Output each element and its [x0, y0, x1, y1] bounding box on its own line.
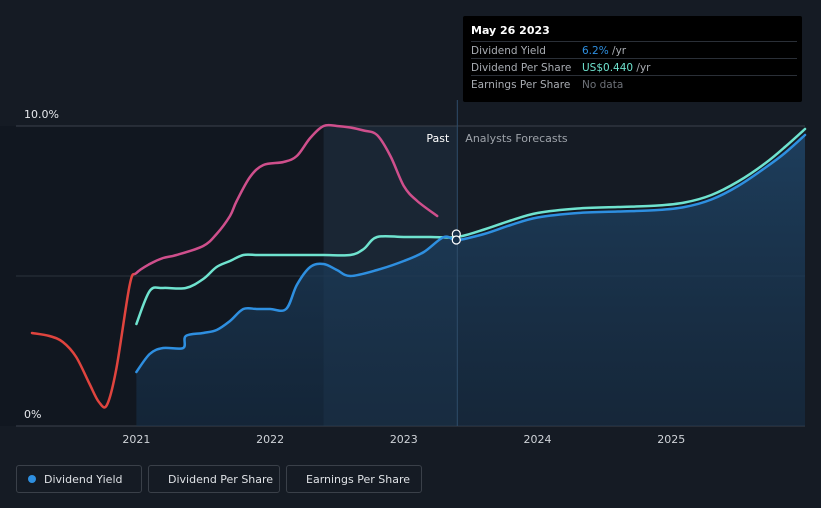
legend-item-dividend-per-share[interactable]: Dividend Per Share	[148, 465, 280, 493]
tooltip-unit: /yr	[633, 62, 651, 74]
tooltip-value: 6.2%	[582, 45, 609, 57]
legend-label: Dividend Per Share	[168, 472, 274, 486]
legend-item-earnings-per-share[interactable]: Earnings Per Share	[286, 465, 422, 493]
x-tick-label: 2021	[122, 433, 150, 446]
earnings-per-share-line	[30, 123, 439, 409]
legend-dot-icon	[28, 475, 36, 483]
y-tick-label: 10.0%	[24, 108, 59, 121]
dividend-yield-area	[136, 135, 805, 426]
past-label: Past	[426, 132, 450, 145]
x-tick-label: 2025	[657, 433, 685, 446]
legend-item-dividend-yield[interactable]: Dividend Yield	[16, 465, 142, 493]
forecast-label: Analysts Forecasts	[465, 132, 568, 145]
tooltip-date: May 26 2023	[471, 24, 550, 37]
tooltip-row-dividend-yield: Dividend Yield 6.2% /yr	[471, 41, 797, 59]
x-tick-label: 2024	[524, 433, 552, 446]
legend-label: Dividend Yield	[44, 472, 123, 486]
legend: Dividend Yield Dividend Per Share Earnin…	[16, 465, 422, 493]
dividend-yield-line	[135, 133, 807, 374]
legend-label: Earnings Per Share	[306, 472, 411, 486]
tooltip-value-wrap: US$0.440 /yr	[582, 62, 651, 74]
y-tick-label: 0%	[24, 408, 41, 421]
tooltip-value-wrap: No data	[582, 79, 623, 91]
tooltip-label: Dividend Per Share	[471, 62, 572, 74]
x-tick-label: 2022	[256, 433, 284, 446]
x-tick-label: 2023	[390, 433, 418, 446]
dividend-per-share-line	[135, 127, 807, 326]
dividend-yield-marker	[451, 235, 461, 245]
tooltip-unit: /yr	[608, 45, 627, 57]
tooltip-row-dividend-per-share: Dividend Per Share US$0.440 /yr	[471, 58, 797, 76]
tooltip-value: No data	[582, 79, 624, 91]
tooltip-label: Dividend Yield	[471, 45, 546, 57]
tooltip-value: US$0.440	[582, 62, 634, 74]
tooltip: May 26 2023 Dividend Yield 6.2% /yr Divi…	[463, 16, 802, 102]
tooltip-row-earnings-per-share: Earnings Per Share No data	[471, 75, 797, 93]
tooltip-value-wrap: 6.2% /yr	[582, 45, 626, 57]
tooltip-label: Earnings Per Share	[471, 79, 571, 91]
